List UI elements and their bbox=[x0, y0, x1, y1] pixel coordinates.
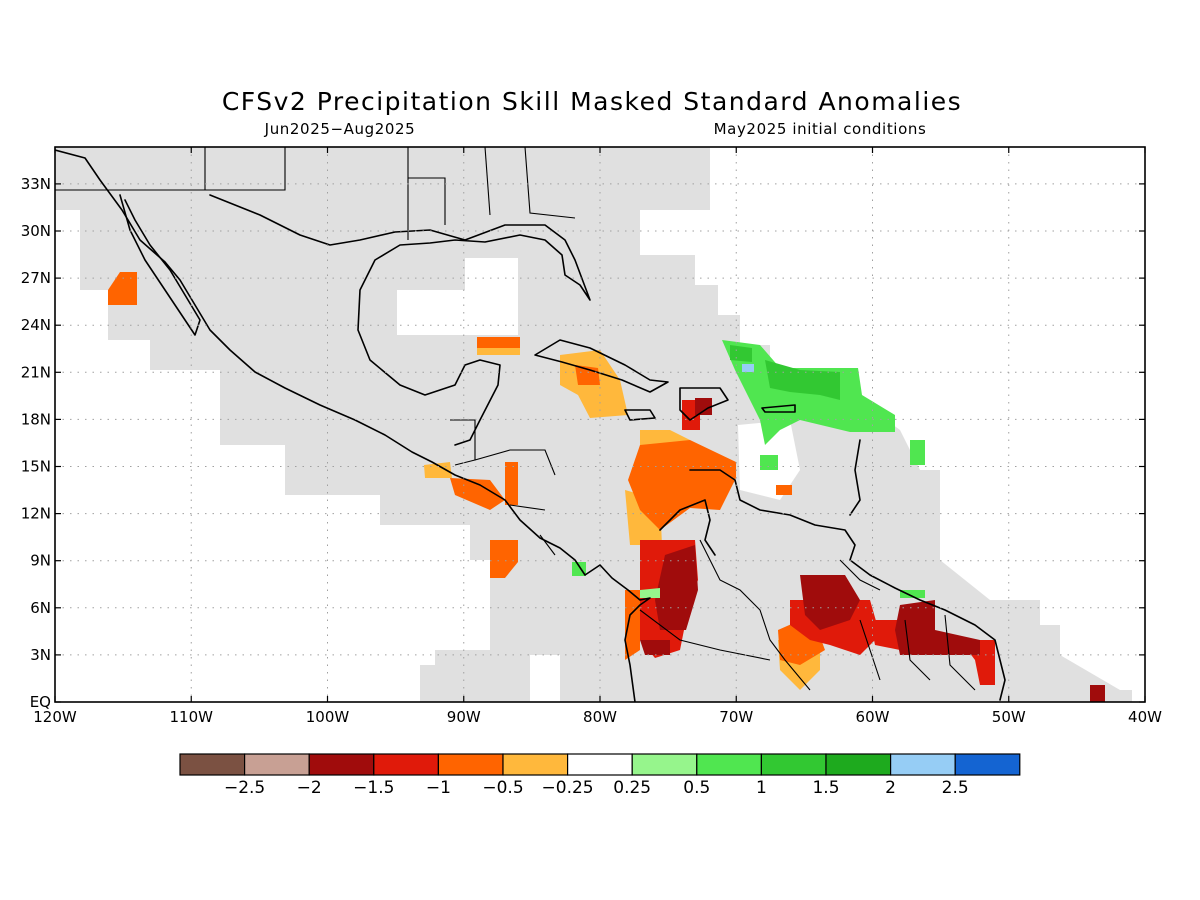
colorbar-label: −0.5 bbox=[482, 778, 523, 798]
anomaly-dark-red bbox=[640, 398, 1105, 702]
season-label: Jun2025−Aug2025 bbox=[264, 120, 416, 138]
lon-tick-label: 60W bbox=[856, 708, 890, 726]
colorbar-swatch-3 bbox=[373, 753, 439, 776]
colorbar-label: 2.5 bbox=[942, 778, 969, 798]
lon-tick-label: 110W bbox=[170, 708, 214, 726]
colorbar-swatch-0 bbox=[179, 753, 246, 776]
colorbar-swatch-9 bbox=[760, 753, 827, 776]
colorbar-label: 1.5 bbox=[812, 778, 839, 798]
anomaly-green bbox=[572, 340, 925, 598]
colorbar-swatch-8 bbox=[696, 753, 762, 776]
colorbar-label: 0.5 bbox=[683, 778, 710, 798]
lat-tick-label: 6N bbox=[30, 599, 51, 617]
lon-tick-label: 70W bbox=[719, 708, 753, 726]
colorbar-label: −2 bbox=[297, 778, 322, 798]
lat-tick-label: 24N bbox=[21, 316, 51, 334]
colorbar-label: −1 bbox=[426, 778, 451, 798]
initial-conditions-label: May2025 initial conditions bbox=[714, 120, 927, 138]
coastlines bbox=[55, 149, 1006, 702]
colorbar-label: −1.5 bbox=[353, 778, 394, 798]
lat-tick-label: 21N bbox=[21, 363, 51, 381]
lat-tick-label: 9N bbox=[30, 552, 51, 570]
lat-tick-label: EQ bbox=[30, 693, 51, 711]
lat-tick-label: 12N bbox=[21, 505, 51, 523]
lon-tick-label: 80W bbox=[583, 708, 617, 726]
map-layers bbox=[55, 147, 1145, 702]
colorbar-swatch-5 bbox=[502, 753, 569, 776]
no-skill-hole-pacific bbox=[530, 655, 560, 702]
no-skill-hole-gulf bbox=[397, 258, 518, 335]
lon-tick-label: 120W bbox=[33, 708, 77, 726]
colorbar-label: 2 bbox=[885, 778, 896, 798]
colorbar-swatch-7 bbox=[631, 753, 698, 776]
colorbar-swatch-10 bbox=[825, 753, 892, 776]
colorbar-swatch-12 bbox=[954, 753, 1021, 776]
lon-tick-label: 40W bbox=[1128, 708, 1162, 726]
map-gridlines bbox=[55, 147, 1145, 702]
political-borders bbox=[55, 147, 976, 691]
lat-tick-label: 33N bbox=[21, 175, 51, 193]
colorbar-label: 1 bbox=[756, 778, 767, 798]
lat-tick-label: 27N bbox=[21, 269, 51, 287]
colorbar-swatch-2 bbox=[308, 753, 375, 776]
colorbar-label: −0.25 bbox=[542, 778, 594, 798]
colorbar-swatch-11 bbox=[889, 753, 956, 776]
colorbar-swatch-4 bbox=[437, 753, 504, 776]
lat-tick-label: 15N bbox=[21, 458, 51, 476]
anomaly-orange bbox=[108, 272, 825, 665]
colorbar-label: −2.5 bbox=[224, 778, 265, 798]
skill-mask-area bbox=[55, 147, 1132, 702]
lon-tick-label: 90W bbox=[447, 708, 481, 726]
map-title: CFSv2 Precipitation Skill Masked Standar… bbox=[222, 87, 962, 116]
colorbar: −2.5 −2 −1.5 −1 −0.5 −0.25 0.25 0.5 1 1.5 2 2.5 bbox=[179, 753, 1021, 798]
lon-tick-label: 50W bbox=[992, 708, 1026, 726]
lat-tick-label: 3N bbox=[30, 646, 51, 664]
colorbar-swatch-6 bbox=[566, 753, 633, 776]
lon-tick-label: 100W bbox=[306, 708, 350, 726]
colorbar-swatch-1 bbox=[244, 753, 310, 776]
colorbar-label: 0.25 bbox=[613, 778, 651, 798]
lat-tick-label: 18N bbox=[21, 410, 51, 428]
lat-tick-label: 30N bbox=[21, 222, 51, 240]
